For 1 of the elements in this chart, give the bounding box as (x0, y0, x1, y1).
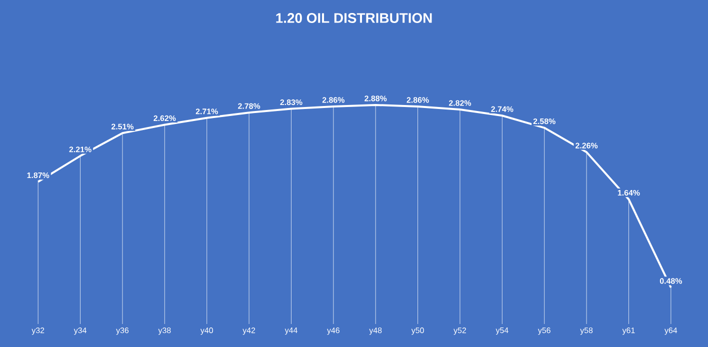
chart-title: 1.20 OIL DISTRIBUTION (276, 13, 432, 23)
